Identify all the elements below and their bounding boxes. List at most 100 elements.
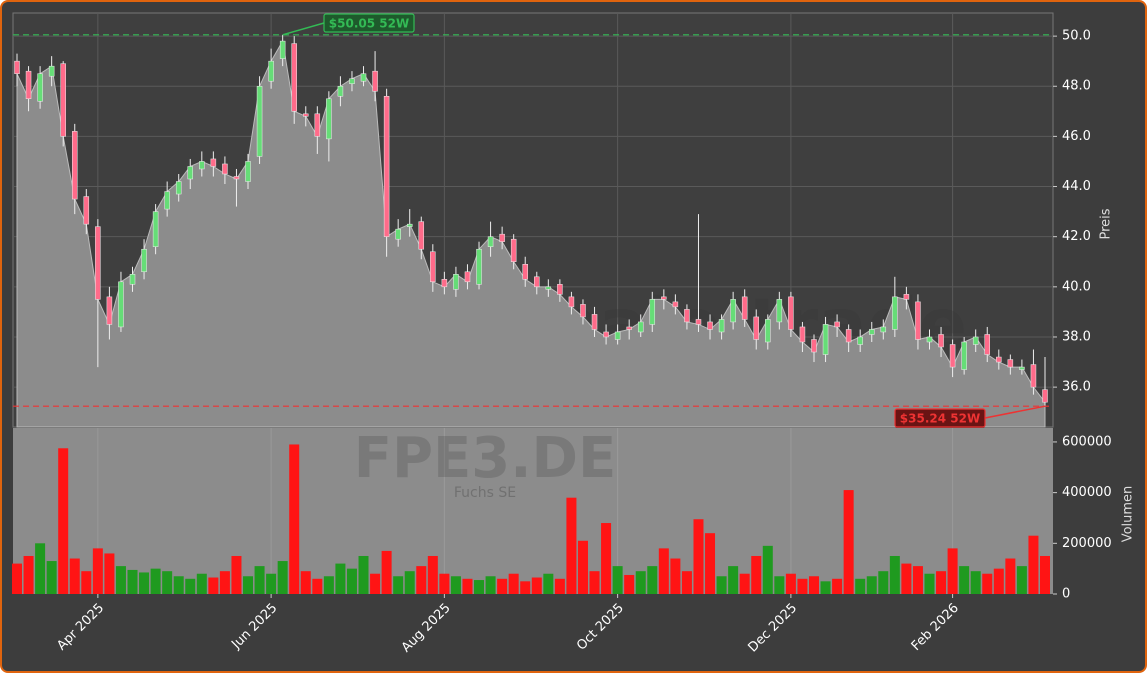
- candle-body: [83, 196, 90, 225]
- volume-bar: [774, 576, 785, 594]
- y2-tick-label: 400000: [1062, 485, 1112, 500]
- volume-bar: [670, 558, 681, 594]
- candle-body: [14, 60, 20, 74]
- candle-body: [337, 85, 344, 97]
- candle-body: [961, 341, 967, 370]
- volume-bar: [1005, 558, 1016, 594]
- volume-bar: [808, 576, 819, 594]
- volume-bar: [820, 581, 831, 594]
- volume-bar: [612, 566, 623, 594]
- volume-bar: [739, 573, 750, 594]
- volume-bar: [439, 573, 450, 594]
- volume-bar: [243, 576, 254, 594]
- candle-body: [1042, 389, 1048, 403]
- volume-bar: [982, 573, 993, 594]
- y-tick-label: 44.0: [1062, 179, 1091, 194]
- volume-bar: [947, 548, 958, 594]
- y-axis-label: Preis: [1099, 208, 1114, 239]
- candle-body: [845, 329, 852, 343]
- candle-body: [903, 294, 910, 300]
- volume-bar: [219, 571, 230, 594]
- candle-body: [776, 299, 783, 323]
- volume-bar: [705, 533, 716, 594]
- candle-body: [129, 274, 136, 285]
- volume-bar: [716, 576, 727, 594]
- candle-body: [753, 316, 759, 340]
- volume-bar: [450, 576, 461, 594]
- volume-bar: [577, 540, 588, 594]
- candle-body: [868, 329, 875, 335]
- volume-bar: [832, 578, 843, 594]
- candle-body: [765, 319, 771, 343]
- volume-bar: [335, 563, 346, 594]
- candle-body: [187, 166, 194, 180]
- volume-bar: [1028, 535, 1039, 594]
- candle-body: [915, 301, 921, 340]
- candle-body: [48, 65, 55, 77]
- candle-body: [522, 264, 528, 280]
- y-tick-label: 40.0: [1062, 279, 1091, 294]
- volume-bar: [762, 545, 773, 594]
- volume-bar: [231, 555, 242, 594]
- volume-bar: [889, 555, 900, 594]
- volume-bar: [878, 571, 889, 594]
- candle-body: [626, 326, 632, 330]
- candle-body: [152, 211, 159, 247]
- volume-bar: [23, 555, 34, 594]
- volume-bar: [346, 568, 357, 594]
- volume-bar: [658, 548, 669, 594]
- volume-bar: [370, 573, 381, 594]
- candle-body: [360, 73, 367, 82]
- candle-body: [637, 321, 644, 333]
- candle-body: [164, 191, 170, 210]
- volume-bar: [728, 566, 739, 594]
- volume-bar: [624, 574, 635, 594]
- candle-body: [972, 336, 979, 345]
- volume-bar: [520, 581, 531, 594]
- candle-body: [175, 181, 182, 195]
- candle-body: [788, 296, 794, 330]
- candle-body: [268, 60, 274, 82]
- candle-body: [314, 113, 321, 137]
- volume-bar: [601, 523, 612, 594]
- volume-bar: [173, 576, 184, 594]
- candle-body: [395, 228, 401, 240]
- volume-bar: [323, 576, 334, 594]
- volume-bar: [635, 571, 646, 594]
- candle-body: [661, 296, 667, 300]
- y2-tick-label: 200000: [1062, 536, 1112, 551]
- volume-bar: [912, 566, 923, 594]
- candle-body: [476, 248, 482, 285]
- y-tick-label: 46.0: [1062, 129, 1091, 144]
- x-tick-label: Feb 2026: [909, 601, 962, 654]
- candle-body: [245, 161, 251, 182]
- y-tick-label: 50.0: [1062, 29, 1091, 44]
- volume-bar: [104, 553, 115, 594]
- candle-body: [406, 223, 413, 227]
- volume-bar: [35, 543, 46, 594]
- watermark-symbol: FPE3.DE: [354, 426, 617, 491]
- candle-body: [649, 299, 656, 325]
- candle-body: [464, 271, 471, 283]
- volume-bar: [993, 568, 1004, 594]
- candle-body: [256, 85, 263, 157]
- volume-bar: [312, 578, 323, 594]
- volume-bar: [589, 571, 600, 594]
- volume-bar: [843, 490, 854, 594]
- candle-body: [799, 326, 806, 343]
- volume-bar: [508, 573, 519, 594]
- volume-bar: [115, 566, 126, 594]
- candle-body: [25, 70, 32, 100]
- volume-bar: [866, 576, 877, 594]
- volume-bar: [970, 571, 981, 594]
- y2-tick-label: 600000: [1062, 434, 1112, 449]
- volume-bar: [139, 572, 150, 594]
- candle-body: [672, 301, 679, 308]
- candle-body: [718, 319, 725, 333]
- volume-bar: [162, 571, 173, 594]
- volume-bar: [150, 568, 161, 594]
- candle-body: [892, 296, 898, 330]
- candle-body: [1030, 364, 1037, 388]
- volume-bar: [959, 566, 970, 594]
